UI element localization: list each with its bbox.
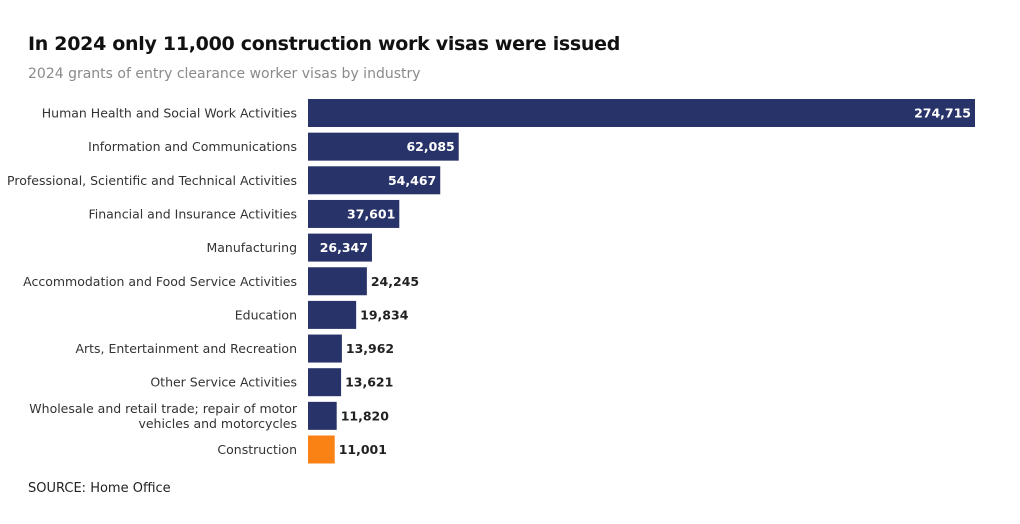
category-label-6: Education xyxy=(235,307,297,322)
category-label-1: Information and Communications xyxy=(88,139,297,154)
source-note: SOURCE: Home Office xyxy=(28,481,171,496)
value-label-2: 54,467 xyxy=(388,173,436,188)
bar-0 xyxy=(308,99,975,127)
bar-3 xyxy=(308,199,400,228)
category-label-10: Construction xyxy=(217,442,297,457)
bar-9 xyxy=(308,401,337,430)
category-label-2: Professional, Scientific and Technical A… xyxy=(7,173,297,188)
category-label-9-line-1: vehicles and motorcycles xyxy=(138,416,297,431)
bar-6 xyxy=(308,300,357,329)
bar-7 xyxy=(308,334,342,363)
value-label-8: 13,621 xyxy=(345,375,393,390)
value-label-10: 11,001 xyxy=(339,442,387,457)
bar-10 xyxy=(308,435,335,464)
value-label-5: 24,245 xyxy=(371,274,419,289)
value-label-0: 274,715 xyxy=(914,106,971,121)
value-label-4: 26,347 xyxy=(320,240,368,255)
category-label-4: Manufacturing xyxy=(206,240,297,255)
category-label-5: Accommodation and Food Service Activitie… xyxy=(23,274,297,289)
bar-5 xyxy=(308,267,367,296)
category-label-0: Human Health and Social Work Activities xyxy=(42,106,297,121)
chart-subtitle: 2024 grants of entry clearance worker vi… xyxy=(28,66,421,82)
category-label-8: Other Service Activities xyxy=(150,375,297,390)
value-label-7: 13,962 xyxy=(346,341,394,356)
bar-8 xyxy=(308,368,342,397)
value-label-9: 11,820 xyxy=(341,408,390,423)
chart-title: In 2024 only 11,000 construction work vi… xyxy=(28,33,621,55)
category-label-7: Arts, Entertainment and Recreation xyxy=(75,341,297,356)
value-label-1: 62,085 xyxy=(406,139,454,154)
value-label-3: 37,601 xyxy=(347,206,395,221)
category-label-9-line-0: Wholesale and retail trade; repair of mo… xyxy=(29,401,298,416)
value-label-6: 19,834 xyxy=(360,307,409,322)
category-label-3: Financial and Insurance Activities xyxy=(88,206,297,221)
bar-1 xyxy=(308,132,459,161)
bar-4 xyxy=(308,233,372,262)
bar-2 xyxy=(308,166,441,195)
